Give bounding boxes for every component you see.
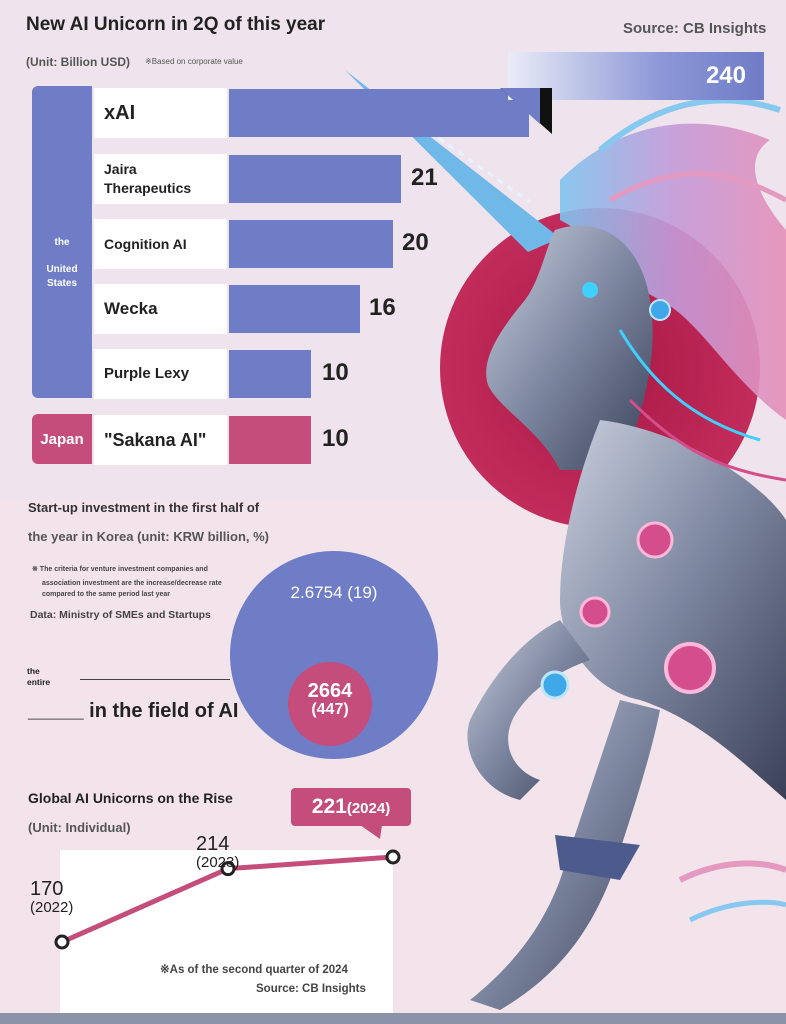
criteria-note-line1: ※ The criteria for venture investment co… bbox=[32, 566, 208, 573]
entire-label: the entire bbox=[27, 666, 51, 687]
criteria-note-line3: compared to the same period last year bbox=[42, 591, 170, 598]
entire-investment-value: 2.6754 (19) bbox=[290, 583, 378, 602]
bottom-strip bbox=[0, 1013, 786, 1024]
chart-title: New AI Unicorn in 2Q of this year bbox=[26, 14, 326, 35]
bar-1 bbox=[229, 89, 529, 137]
ai-investment-amount: 2664 bbox=[307, 680, 353, 702]
japan-region-block: Japan bbox=[32, 414, 92, 464]
as-of-footnote: ※As of the second quarter of 2024 bbox=[160, 964, 348, 976]
source-label: Source: CB Insights bbox=[623, 20, 767, 37]
bar-category-label: Jaira Therapeutics bbox=[94, 154, 227, 204]
data-source-label: Data: Ministry of SMEs and Startups bbox=[30, 609, 211, 621]
callout-pointer bbox=[500, 88, 552, 134]
ai-field-label: _____ in the field of AI bbox=[28, 700, 239, 722]
section2-title-line1: Start-up investment in the first half of bbox=[28, 500, 260, 515]
bar-category-label: xAI bbox=[94, 88, 227, 138]
point-value: 170 bbox=[30, 878, 64, 900]
tag-value: 221 bbox=[311, 795, 347, 818]
bar-5 bbox=[229, 350, 311, 398]
point-value: 214 bbox=[196, 833, 230, 855]
bar-category-label: Cognition AI bbox=[94, 219, 227, 269]
bottom-source-label: Source: CB Insights bbox=[256, 983, 366, 995]
bar-4 bbox=[229, 285, 360, 333]
criteria-note-line2: association investment are the increase/… bbox=[42, 580, 222, 587]
us-region-block: the United States bbox=[32, 86, 92, 398]
section3-unit: (Unit: Individual) bbox=[28, 820, 131, 835]
ai-investment-change: (447) bbox=[311, 701, 349, 718]
entire-leader-line bbox=[80, 679, 230, 680]
footnote: ※Based on corporate value bbox=[145, 57, 243, 66]
tag-year: (2024) bbox=[346, 800, 391, 817]
bar-value-label: 20 bbox=[402, 229, 429, 256]
unit-label: (Unit: Billion USD) bbox=[26, 55, 130, 69]
japan-region-label: Japan bbox=[40, 430, 84, 448]
bar-6 bbox=[229, 416, 311, 464]
bar-category-label: Wecka bbox=[94, 284, 227, 334]
ai-investment-value: 2664 (447) bbox=[288, 681, 372, 719]
latest-value-tag: 221(2024) bbox=[291, 788, 411, 826]
bar-category-label: Purple Lexy bbox=[94, 349, 227, 399]
bar-2 bbox=[229, 155, 401, 203]
point-year: (2023) bbox=[196, 854, 240, 871]
point-label: 214 (2023) bbox=[196, 833, 239, 872]
point-label: 170 (2022) bbox=[30, 878, 73, 917]
bar-value-label: 16 bbox=[369, 294, 396, 321]
bar-value-label: 10 bbox=[322, 359, 349, 386]
section2-title-line2: the year in Korea (unit: KRW billion, %) bbox=[28, 529, 269, 544]
point-year: (2022) bbox=[30, 899, 74, 916]
bar-category-label: "Sakana AI" bbox=[94, 415, 227, 465]
bar-3 bbox=[229, 220, 393, 268]
tag-pointer bbox=[360, 825, 382, 839]
bar-value-label: 21 bbox=[411, 164, 438, 191]
us-region-label: the United States bbox=[46, 237, 78, 289]
section3-title: Global AI Unicorns on the Rise bbox=[28, 790, 233, 806]
bar-value-label: 10 bbox=[322, 425, 349, 452]
ai-investment-circle bbox=[288, 662, 372, 746]
bar-value-label: 240 bbox=[705, 62, 746, 89]
